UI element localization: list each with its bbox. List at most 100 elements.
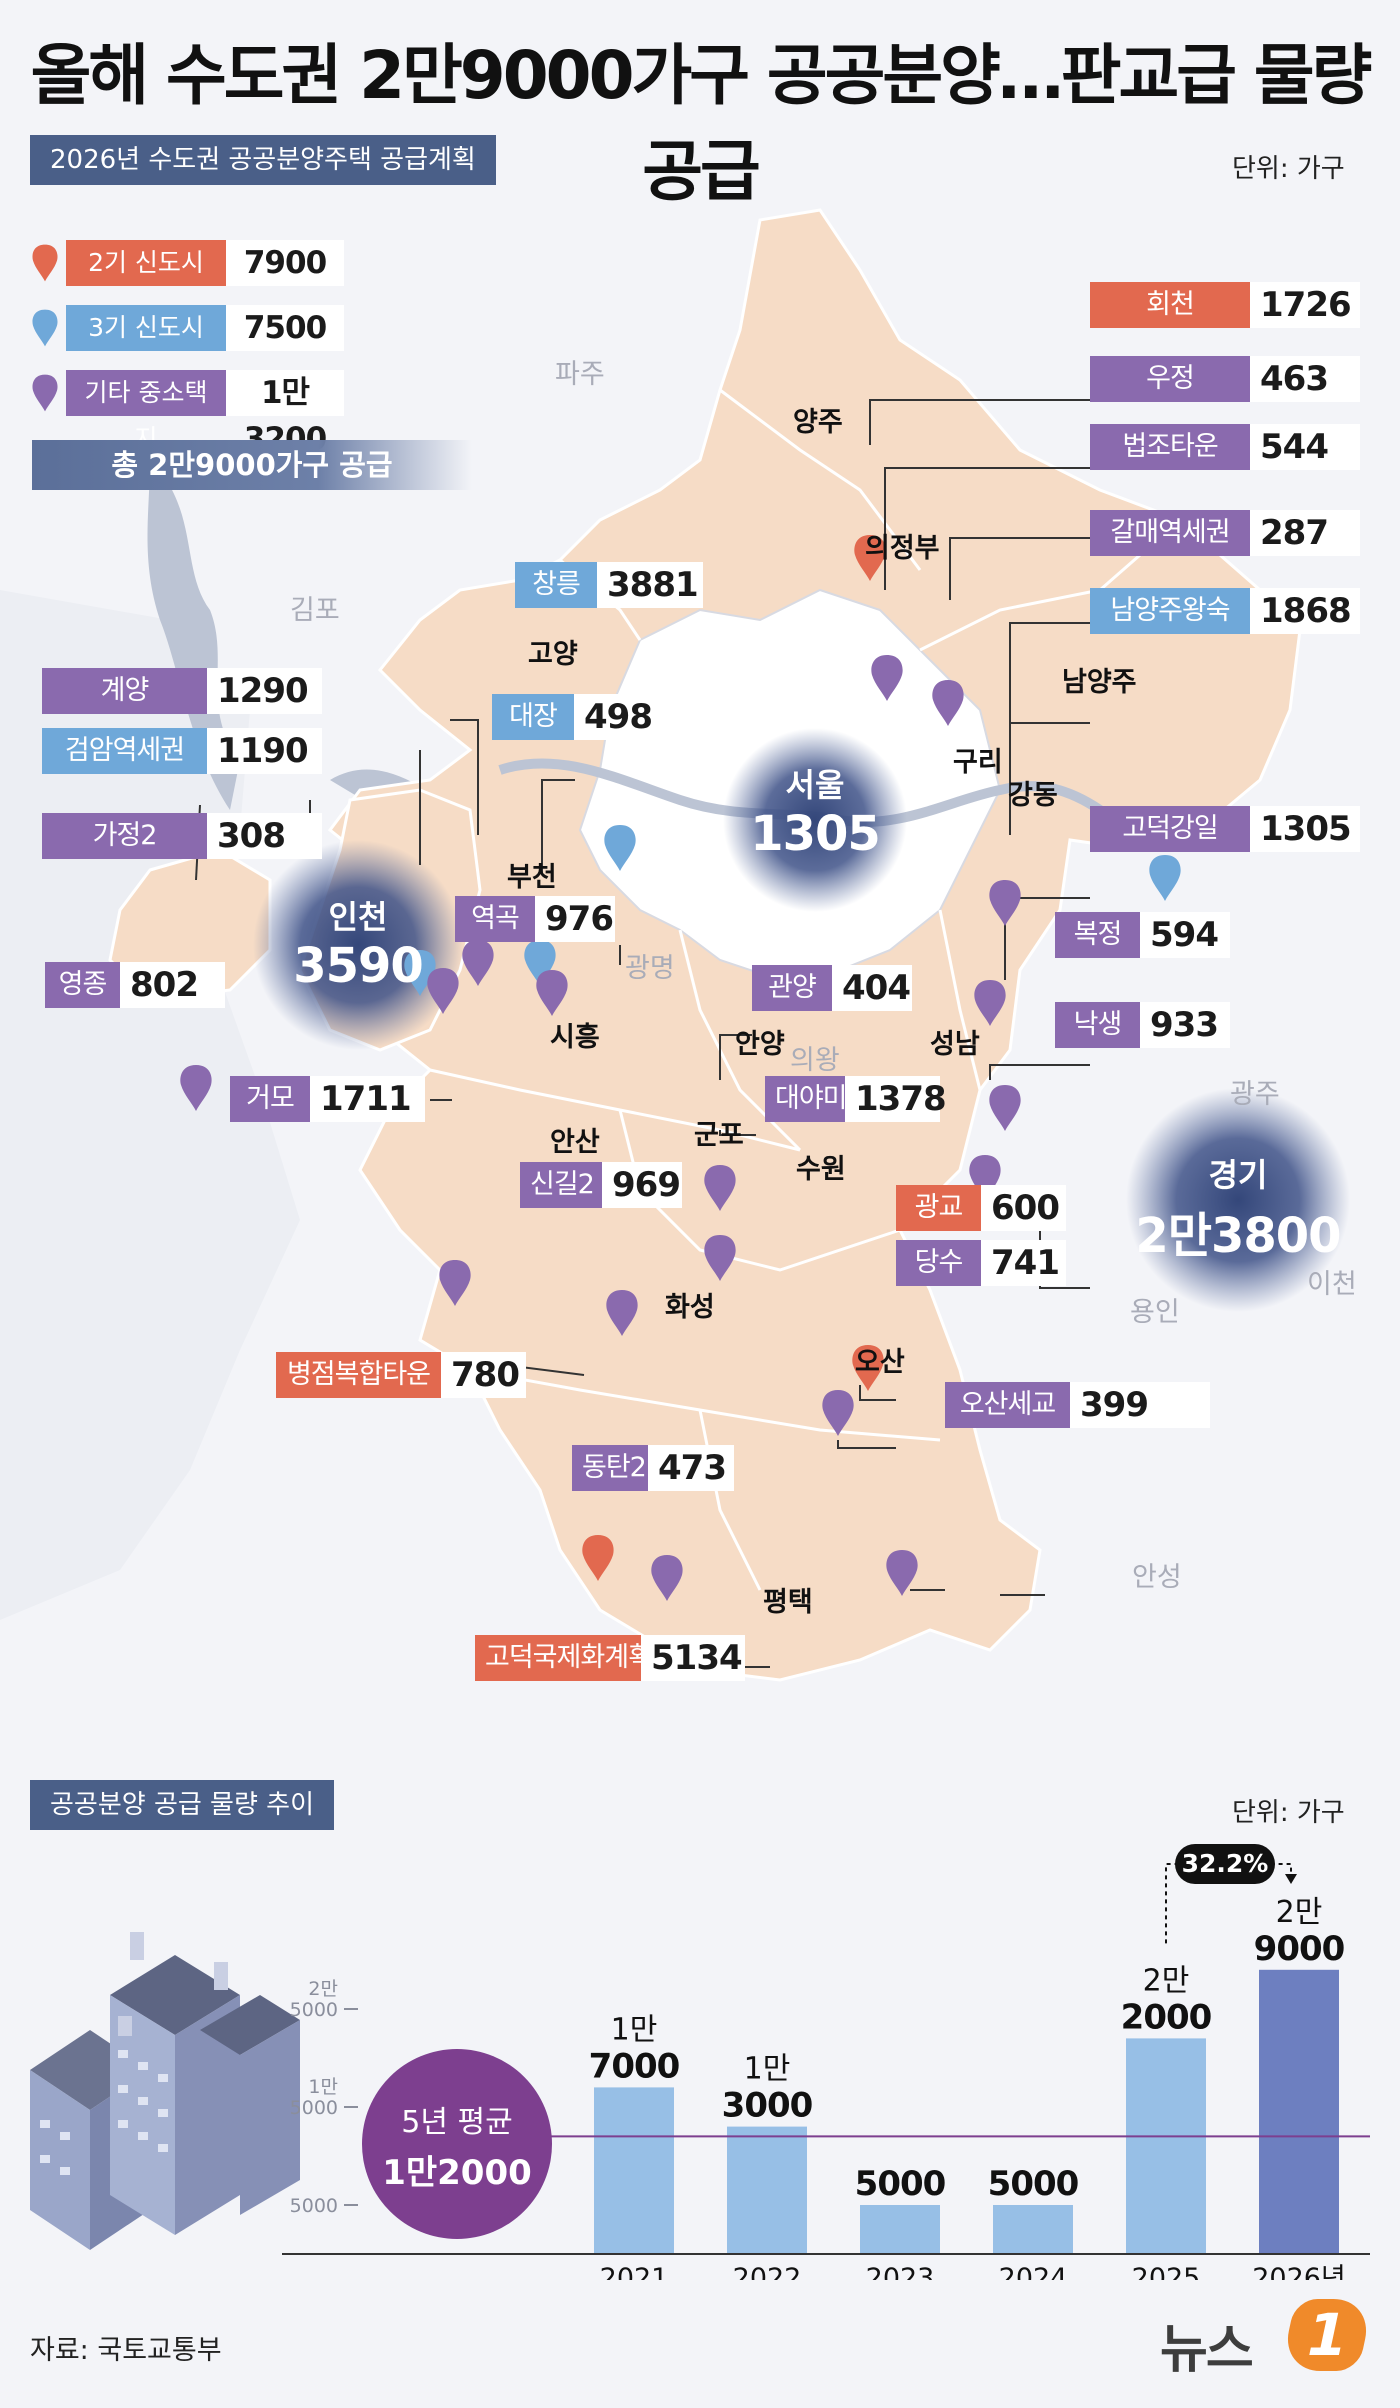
legend-3rd-newtown: 3기 신도시 7500: [32, 303, 344, 353]
site-changneung: 창릉 3881: [515, 562, 703, 608]
site-gajeong: 가정2 308: [42, 813, 322, 859]
x-tick-label: 2024: [999, 2263, 1068, 2280]
region-name-faint: 이천: [1307, 1269, 1357, 1300]
bar-value-label: 5000: [855, 2164, 946, 2204]
gyeonggi-glow: [1126, 1088, 1350, 1312]
incheon-total: 인천 3590: [293, 898, 424, 994]
gyeonggi-total: 경기 2만3800: [1135, 1156, 1341, 1264]
site-beopjo: 법조타운 544: [1090, 424, 1360, 470]
site-daejang: 대장 498: [492, 694, 656, 740]
bar-value-label: 3000: [722, 2086, 813, 2126]
y-tick-label: 5000: [290, 1999, 338, 2021]
map-section-label: 2026년 수도권 공공분양주택 공급계획: [30, 135, 496, 185]
site-gwanyang: 관양 404: [752, 965, 912, 1011]
region-name: 오산: [855, 1347, 905, 1378]
region-name: 양주: [793, 407, 843, 438]
region-name: 평택: [763, 1587, 813, 1618]
site-gyeyang: 계양 1290: [42, 668, 322, 714]
y-tick-label: 1만: [308, 2076, 338, 2098]
site-galmae: 갈매역세권 287: [1090, 510, 1360, 556]
seoul-total: 서울 1305: [750, 766, 881, 862]
legend-name: 기타 중소택지: [66, 370, 226, 453]
site-godeok: 고덕강일 1305: [1090, 806, 1360, 852]
logo-mark: 1: [1280, 2299, 1374, 2371]
average-label: 5년 평균: [401, 2105, 513, 2140]
legend-2nd-newtown: 2기 신도시 7900: [32, 238, 344, 288]
bar-value-label: 2만: [1276, 1895, 1323, 1930]
y-tick-label: 2만: [308, 1978, 338, 2000]
growth-arrow-head: [1285, 1874, 1297, 1884]
site-byeongjeom: 병점복합타운 780: [276, 1352, 526, 1398]
site-hoecheon: 회천 1726: [1090, 282, 1360, 328]
x-tick-label: 2022: [733, 2263, 802, 2280]
region-name: 안산: [550, 1127, 600, 1158]
legend-name: 2기 신도시: [66, 240, 226, 286]
news1-logo: 뉴스 1: [1160, 2295, 1380, 2380]
region-name: 의정부: [865, 533, 940, 564]
region-name: 구리: [953, 747, 1003, 778]
region-name: 남양주: [1062, 667, 1137, 698]
region-name-faint: 김포: [290, 595, 340, 626]
site-yeongjong: 영종 802: [45, 962, 225, 1008]
site-geomam: 검암역세권 1190: [42, 728, 322, 774]
region-name: 수원: [796, 1154, 846, 1185]
x-tick-label: 2026년: [1252, 2263, 1346, 2280]
site-bokjeong: 복정 594: [1055, 912, 1230, 958]
y-tick-label: 5000: [290, 2195, 338, 2217]
x-tick-label: 2023: [866, 2263, 935, 2280]
region-name-faint: 의왕: [790, 1045, 840, 1076]
x-axis-labels: 2021 2022 2023 2024 2025 2026년: [600, 2263, 1346, 2280]
region-name-faint: 용인: [1130, 1297, 1180, 1328]
bar-value-label: 1만: [611, 2012, 658, 2047]
bar-2025: [1126, 2038, 1206, 2254]
x-tick-label: 2025: [1132, 2263, 1201, 2280]
site-ujeong: 우정 463: [1090, 356, 1360, 402]
legend-value: 7500: [226, 305, 344, 351]
bar-value-label: 2만: [1143, 1963, 1190, 1998]
growth-badge: 32.2%: [1175, 1844, 1275, 1884]
page-title: 올해 수도권 2만9000가구 공공분양…판교급 물량 공급: [30, 37, 1373, 210]
growth-arrow: [1165, 1863, 1292, 1944]
purple-pin-icon: [32, 374, 58, 412]
pin-wangsuk: [1149, 855, 1181, 901]
map-unit: 단위: 가구: [1232, 154, 1345, 184]
total-supply: 총 2만9000가구 공급: [32, 440, 472, 490]
x-tick-label: 2021: [600, 2263, 669, 2280]
bar-value-label: 2000: [1121, 1997, 1212, 2037]
bar-2026년: [1259, 1969, 1339, 2254]
site-osan: 오산세교 399: [945, 1382, 1210, 1428]
region-name-faint: 광명: [625, 953, 675, 984]
y-tick-label: 5000: [290, 2097, 338, 2119]
legend-other: 기타 중소택지 1만3200: [32, 368, 344, 457]
region-name: 강동: [1008, 780, 1058, 811]
chart-section-label: 공공분양 공급 물량 추이: [30, 1780, 334, 1830]
chart-unit: 단위: 가구: [1232, 1798, 1345, 1828]
site-dangsu: 당수 741: [896, 1240, 1066, 1286]
bar-value-label: 1만: [744, 2052, 791, 2087]
site-singil: 신길2 969: [520, 1162, 682, 1208]
seoul-glow: [723, 728, 907, 912]
region-name: 성남: [930, 1029, 980, 1060]
average-badge: 5년 평균 1만2000: [362, 2049, 552, 2239]
average-value: 1만2000: [382, 2153, 532, 2193]
region-name: 화성: [665, 1292, 715, 1323]
bars: [594, 1969, 1339, 2254]
site-naksaeng: 낙생 933: [1055, 1002, 1230, 1048]
region-name: 군포: [694, 1120, 744, 1151]
pin-bokjeong: [989, 1085, 1021, 1131]
logo-text: 뉴스: [1160, 2320, 1254, 2380]
bar-value-label: 5000: [988, 2164, 1079, 2204]
legend-value: 1만3200: [226, 370, 344, 457]
bar-2022: [727, 2126, 807, 2254]
region-name: 부천: [507, 862, 557, 893]
region-name: 시흥: [550, 1022, 600, 1053]
legend-name: 3기 신도시: [66, 305, 226, 351]
site-gwanggyo: 광교 600: [896, 1185, 1066, 1231]
site-geomo: 거모 1711: [230, 1076, 425, 1122]
site-daeyami: 대야미 1378: [765, 1076, 947, 1122]
site-godeokintl: 고덕국제화계획 5134: [475, 1635, 745, 1681]
region-name-faint: 광주: [1230, 1079, 1280, 1110]
